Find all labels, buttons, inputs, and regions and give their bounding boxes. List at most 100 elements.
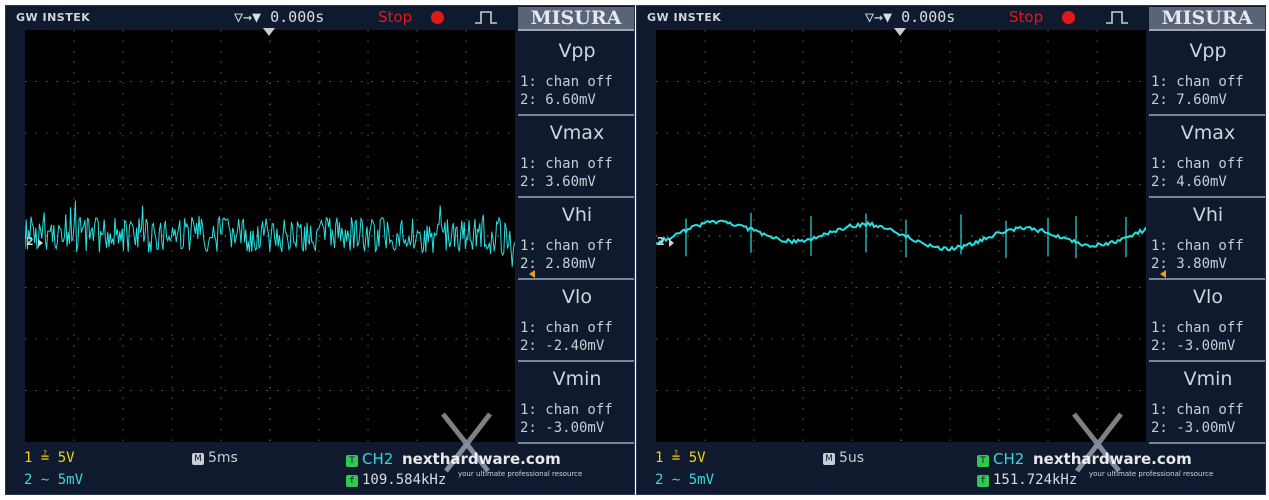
measurement-title: Vpp [558, 40, 596, 62]
watermark-tagline: your ultimate professional resource [458, 470, 583, 478]
channel-2-trace [25, 200, 515, 267]
scope-info-bar: 1 ≟ 5V 2 ∼ 5mV M 5us T CH2 f 151.724kHz [637, 442, 1265, 494]
ch2-scale-readout: 2 ∼ 5mV [655, 472, 715, 488]
timebase-readout: M 5ms [192, 450, 238, 466]
watermark: nexthardware.com your ultimate professio… [1029, 406, 1265, 494]
measurement-ch1-value: 1: chan off [1151, 156, 1244, 172]
channel-2-trace [656, 219, 1146, 252]
trigger-source-readout: T CH2 [346, 450, 393, 468]
timebase-icon: M [823, 453, 835, 465]
trigger-source-value: CH2 [362, 450, 394, 468]
measurement-title: Vlo [1193, 286, 1223, 308]
frequency-readout: f 109.584kHz [346, 472, 446, 488]
measurement-vlo[interactable]: Vlo 1: chan off 2: -3.00mV [1149, 280, 1265, 362]
measurement-ch1-value: 1: chan off [520, 320, 613, 336]
measurement-panel: Vpp 1: chan off 2: 7.60mV Vmax 1: chan off 2:… [1149, 34, 1265, 444]
trigger-level-marker [1160, 270, 1166, 278]
oscilloscope-screenshot-right: GW INSTEK ▽→▼ 0.000s Stop MISURA 2 Vpp 1:… [636, 5, 1266, 495]
measurement-vmax[interactable]: Vmax 1: chan off 2: 4.60mV [1149, 116, 1265, 198]
measurement-ch2-value: 2: 3.60mV [520, 174, 596, 190]
trigger-level-marker [529, 270, 535, 278]
measurement-vlo[interactable]: Vlo 1: chan off 2: -2.40mV [518, 280, 634, 362]
timebase-icon: M [192, 453, 204, 465]
watermark-text: nexthardware.com [402, 450, 561, 468]
measurement-vpp[interactable]: Vpp 1: chan off 2: 6.60mV [518, 34, 634, 116]
watermark-logo-icon [1072, 412, 1123, 473]
measurement-ch1-value: 1: chan off [1151, 74, 1244, 90]
horizontal-position-readout: ▽→▼ 0.000s [234, 8, 325, 26]
frequency-icon: f [346, 475, 358, 487]
measurement-vmin[interactable]: Vmin 1: chan off 2: -3.00mV [518, 362, 634, 444]
scope-status-bar: GW INSTEK ▽→▼ 0.000s Stop MISURA [6, 6, 634, 31]
measurement-title: Vpp [1189, 40, 1227, 62]
graticule-and-trace [25, 30, 515, 442]
trigger-icon: T [346, 455, 358, 467]
measurement-ch1-value: 1: chan off [520, 238, 613, 254]
measurement-vmax[interactable]: Vmax 1: chan off 2: 3.60mV [518, 116, 634, 198]
ch1-scale-readout: 1 ≟ 5V [24, 450, 75, 466]
oscilloscope-screenshot-left: GW INSTEK ▽→▼ 0.000s Stop MISURA 2 Vpp 1:… [5, 5, 635, 495]
trigger-source-value: CH2 [993, 450, 1025, 468]
measurement-vpp[interactable]: Vpp 1: chan off 2: 7.60mV [1149, 34, 1265, 116]
timebase-value: 5us [839, 450, 865, 466]
measurement-panel: Vpp 1: chan off 2: 6.60mV Vmax 1: chan off 2:… [518, 34, 634, 444]
frequency-value: 109.584kHz [362, 472, 447, 488]
scope-info-bar: 1 ≟ 5V 2 ∼ 5mV M 5ms T CH2 f 109.584kHz [6, 442, 634, 494]
measurement-vhi[interactable]: Vhi 1: chan off 2: 2.80mV [518, 198, 634, 280]
trigger-position-marker [894, 28, 906, 36]
measure-menu-title[interactable]: MISURA [518, 7, 634, 31]
channel-2-marker: 2 [657, 235, 665, 248]
measurement-ch1-value: 1: chan off [520, 402, 613, 418]
frequency-icon: f [977, 475, 989, 487]
run-state-label: Stop [1009, 8, 1044, 26]
stop-indicator-icon [431, 11, 444, 24]
brand-logo: GW INSTEK [647, 11, 722, 24]
measurement-ch1-value: 1: chan off [1151, 402, 1244, 418]
measurement-title: Vhi [561, 204, 593, 226]
measurement-vmin[interactable]: Vmin 1: chan off 2: -3.00mV [1149, 362, 1265, 444]
waveform-display: 2 [25, 28, 535, 442]
measurement-title: Vmax [549, 122, 605, 144]
measurement-ch2-value: 2: -3.00mV [1151, 338, 1236, 354]
frequency-value: 151.724kHz [993, 472, 1078, 488]
trigger-edge-icon [475, 11, 497, 24]
channel-2-marker: 2 [26, 235, 34, 248]
graticule-and-trace [656, 30, 1146, 442]
trigger-icon: T [977, 455, 989, 467]
watermark-text: nexthardware.com [1033, 450, 1192, 468]
frequency-readout: f 151.724kHz [977, 472, 1077, 488]
measurement-ch1-value: 1: chan off [520, 156, 613, 172]
measurement-ch1-value: 1: chan off [1151, 320, 1244, 336]
ch2-scale-readout: 2 ∼ 5mV [24, 472, 84, 488]
trigger-edge-icon [1106, 11, 1128, 24]
measurement-ch2-value: 2: -3.00mV [1151, 420, 1236, 436]
watermark-logo-icon [441, 412, 492, 473]
channel-2-marker-icon [38, 239, 43, 247]
measurement-title: Vmin [552, 368, 602, 390]
timebase-value: 5ms [208, 450, 238, 466]
measurement-vhi[interactable]: Vhi 1: chan off 2: 3.80mV [1149, 198, 1265, 280]
measurement-ch2-value: 2: 7.60mV [1151, 92, 1227, 108]
channel-2-marker-icon [669, 239, 674, 247]
ch1-scale-readout: 1 ≟ 5V [655, 450, 706, 466]
measurement-ch2-value: 2: 6.60mV [520, 92, 596, 108]
brand-logo: GW INSTEK [16, 11, 91, 24]
measurement-ch2-value: 2: -2.40mV [520, 338, 605, 354]
measurement-title: Vmin [1183, 368, 1233, 390]
measurement-ch2-value: 2: 4.60mV [1151, 174, 1227, 190]
run-state-label: Stop [378, 8, 413, 26]
measurement-ch2-value: 2: 2.80mV [520, 256, 596, 272]
watermark-tagline: your ultimate professional resource [1089, 470, 1214, 478]
measurement-title: Vlo [562, 286, 592, 308]
measurement-ch2-value: 2: -3.00mV [520, 420, 605, 436]
stop-indicator-icon [1062, 11, 1075, 24]
horizontal-position-readout: ▽→▼ 0.000s [865, 8, 956, 26]
measurement-title: Vmax [1180, 122, 1236, 144]
measurement-ch2-value: 2: 3.80mV [1151, 256, 1227, 272]
measurement-ch1-value: 1: chan off [520, 74, 613, 90]
measurement-title: Vhi [1192, 204, 1224, 226]
watermark: nexthardware.com your ultimate professio… [398, 406, 634, 494]
waveform-display: 2 [656, 28, 1166, 442]
trigger-source-readout: T CH2 [977, 450, 1024, 468]
measure-menu-title[interactable]: MISURA [1149, 7, 1265, 31]
